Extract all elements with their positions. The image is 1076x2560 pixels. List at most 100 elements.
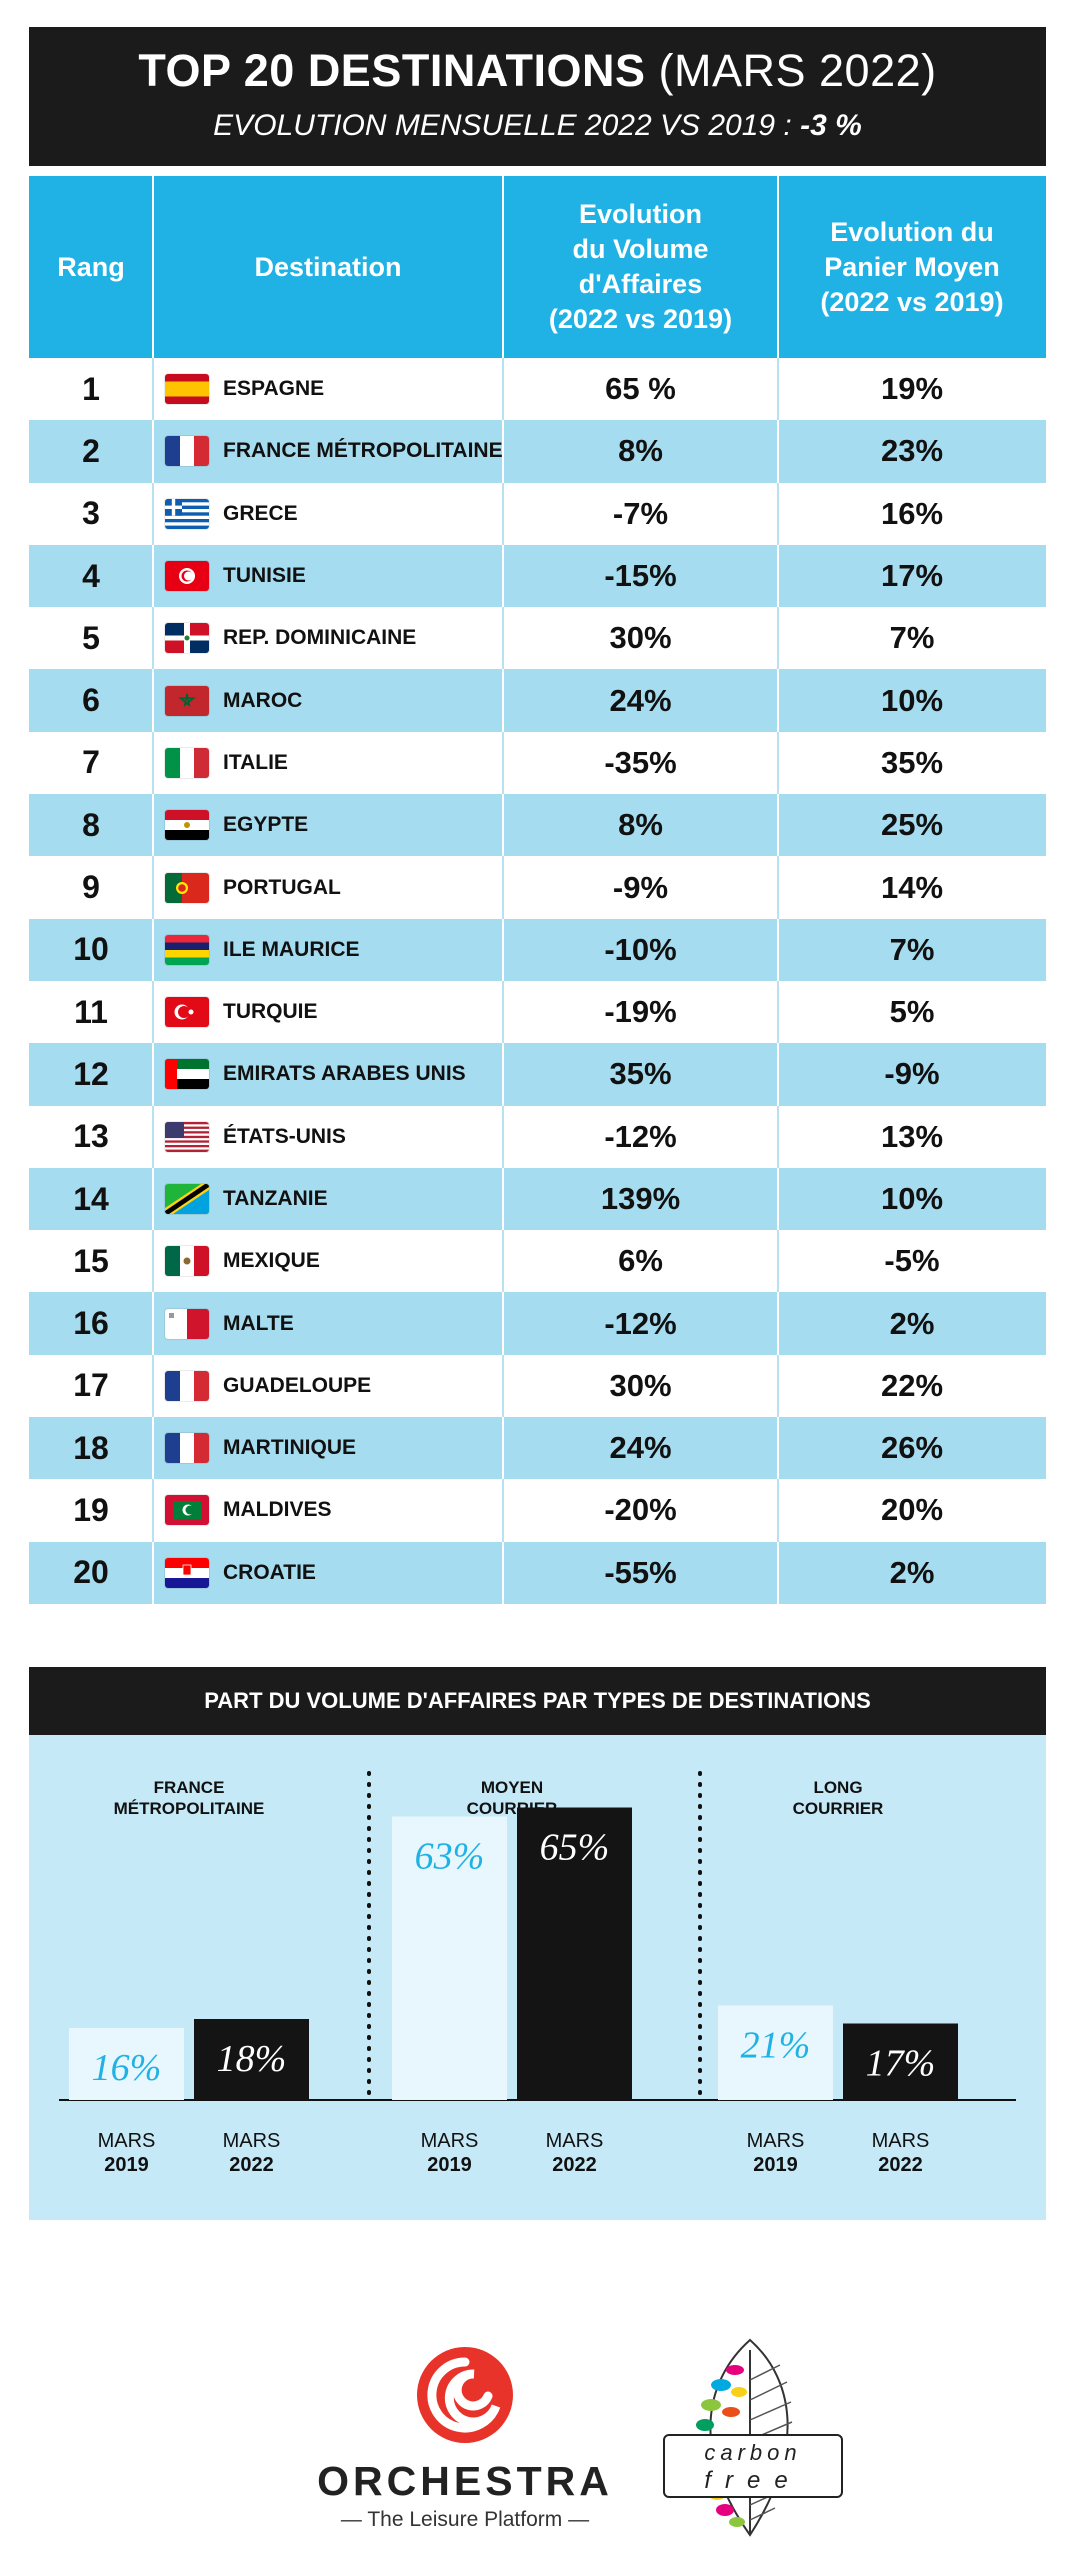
table-row: 7 ITALIE -35% 35% (29, 731, 1046, 795)
bar (718, 2005, 833, 2100)
table-header: Rang Destination Evolution du Volume d'A… (29, 176, 1046, 358)
orchestra-tagline: — The Leisure Platform — (340, 2508, 590, 2531)
column-divider (777, 607, 779, 670)
header-basket-line: Evolution du (830, 216, 994, 247)
destination-cell: ÉTATS-UNIS (153, 1106, 503, 1168)
table-row: 2 FRANCE MÉTROPOLITAINE 8% 23% (29, 420, 1046, 483)
bar-chart: FRANCE MÉTROPOLITAINE 16% MARS 2019 18% MARS 20… (29, 1735, 1046, 2220)
destination-name: ILE MAURICE (223, 937, 360, 961)
rank-cell: 7 (82, 744, 100, 781)
destination-name: GRECE (223, 501, 298, 525)
column-divider (502, 544, 504, 608)
table-row: 9 PORTUGAL -9% 14% (29, 856, 1046, 919)
carbon-free-badge: carbon free (663, 2434, 843, 2498)
basket-evolution-cell: 5% (889, 994, 935, 1030)
rank-cell: 14 (73, 1180, 109, 1217)
column-divider (777, 856, 779, 919)
column-divider (152, 1105, 154, 1168)
column-divider (777, 1417, 779, 1480)
page-title: TOP 20 DESTINATIONS (MARS 2022) (29, 45, 1046, 97)
table-row: 11 TURQUIE -19% 5% (29, 980, 1046, 1044)
column-divider (777, 980, 779, 1044)
destination-name: MAROC (223, 688, 303, 712)
volume-evolution-cell: 8% (618, 807, 663, 843)
orchestra-wordmark: ORCHESTRA (317, 2458, 613, 2504)
column-divider (777, 669, 779, 732)
x-tick-label: MARS (223, 2130, 281, 2152)
destination-name: ÉTATS-UNIS (223, 1124, 346, 1148)
destination-cell: MALTE (153, 1292, 503, 1354)
basket-evolution-cell: 25% (880, 807, 944, 843)
column-divider (777, 176, 779, 358)
usa-flag-icon (165, 1121, 209, 1152)
x-tick-label: 2019 (753, 2154, 798, 2176)
x-tick-label: 2019 (104, 2154, 149, 2176)
volume-evolution-cell: -19% (604, 994, 677, 1030)
volume-evolution-cell: 30% (609, 620, 672, 656)
volume-evolution-cell: 30% (609, 1367, 672, 1403)
basket-evolution-cell: 2% (889, 1305, 935, 1341)
turkey-flag-icon (165, 997, 209, 1028)
table-row: 17 GUADELOUPE 30% 22% (29, 1354, 1046, 1418)
bar (843, 2023, 958, 2100)
bar (69, 2028, 184, 2100)
column-divider (152, 358, 154, 421)
volume-evolution-cell: -12% (604, 1305, 677, 1341)
croatia-flag-icon (165, 1557, 209, 1588)
bar (194, 2019, 309, 2100)
volume-evolution-cell: -9% (612, 869, 669, 905)
destination-name: ITALIE (223, 750, 288, 774)
column-divider (152, 1541, 154, 1604)
x-tick-label: MARS (546, 2130, 604, 2152)
destination-name: MEXIQUE (223, 1249, 320, 1273)
page-title-bold: TOP 20 DESTINATIONS (138, 45, 646, 96)
column-divider (152, 856, 154, 919)
column-divider (502, 1167, 504, 1231)
france-flag-icon (165, 1433, 209, 1464)
table-row: 1 ESPAGNE 65 % 19% (29, 358, 1046, 421)
maldives-flag-icon (165, 1495, 209, 1526)
column-divider (777, 358, 779, 421)
basket-evolution-cell: 19% (880, 371, 944, 407)
basket-evolution-cell: 10% (880, 1181, 944, 1216)
group-label: MÉTROPOLITAINE (114, 1799, 265, 1818)
egypt-flag-icon (165, 810, 209, 841)
rank-cell: 10 (73, 931, 109, 968)
table-row: 3 GRECE -7% 16% (29, 482, 1046, 545)
basket-evolution-cell: 7% (889, 620, 935, 656)
table-row: 5 REP. DOMINICAINE 30% 7% (29, 607, 1046, 670)
destination-name: EGYPTE (223, 813, 309, 837)
rank-cell: 8 (82, 806, 100, 843)
volume-evolution-cell: -12% (604, 1118, 677, 1154)
destination-cell: EGYPTE (153, 794, 503, 856)
table-row: 8 EGYPTE 8% 25% (29, 794, 1046, 857)
basket-evolution-cell: 35% (880, 744, 944, 780)
italy-flag-icon (165, 747, 209, 778)
column-divider (502, 1354, 504, 1418)
column-divider (777, 1230, 779, 1293)
header-volume-line: du Volume (572, 234, 709, 264)
rank-cell: 15 (73, 1242, 109, 1279)
column-divider (152, 1230, 154, 1293)
bar (517, 1807, 632, 2100)
destination-name: TUNISIE (223, 564, 306, 588)
column-divider (502, 1230, 504, 1293)
rank-cell: 12 (73, 1055, 109, 1092)
table-row: 20 CROATIE -55% 2% (29, 1541, 1046, 1604)
column-divider (152, 1479, 154, 1542)
column-divider (502, 856, 504, 919)
volume-evolution-cell: -15% (604, 558, 677, 594)
chart-title: PART DU VOLUME D'AFFAIRES PAR TYPES DE D… (29, 1667, 1046, 1735)
destination-name: TURQUIE (223, 1000, 318, 1024)
header-rank: Rang (57, 251, 125, 282)
rank-cell: 20 (73, 1554, 109, 1591)
column-divider (152, 607, 154, 670)
greece-flag-icon (165, 498, 209, 529)
destination-cell: REP. DOMINICAINE (153, 607, 503, 669)
column-divider (777, 794, 779, 857)
column-divider (502, 358, 504, 421)
column-divider (502, 176, 504, 358)
portugal-flag-icon (165, 872, 209, 903)
mauritius-flag-icon (165, 934, 209, 965)
column-divider (777, 420, 779, 483)
